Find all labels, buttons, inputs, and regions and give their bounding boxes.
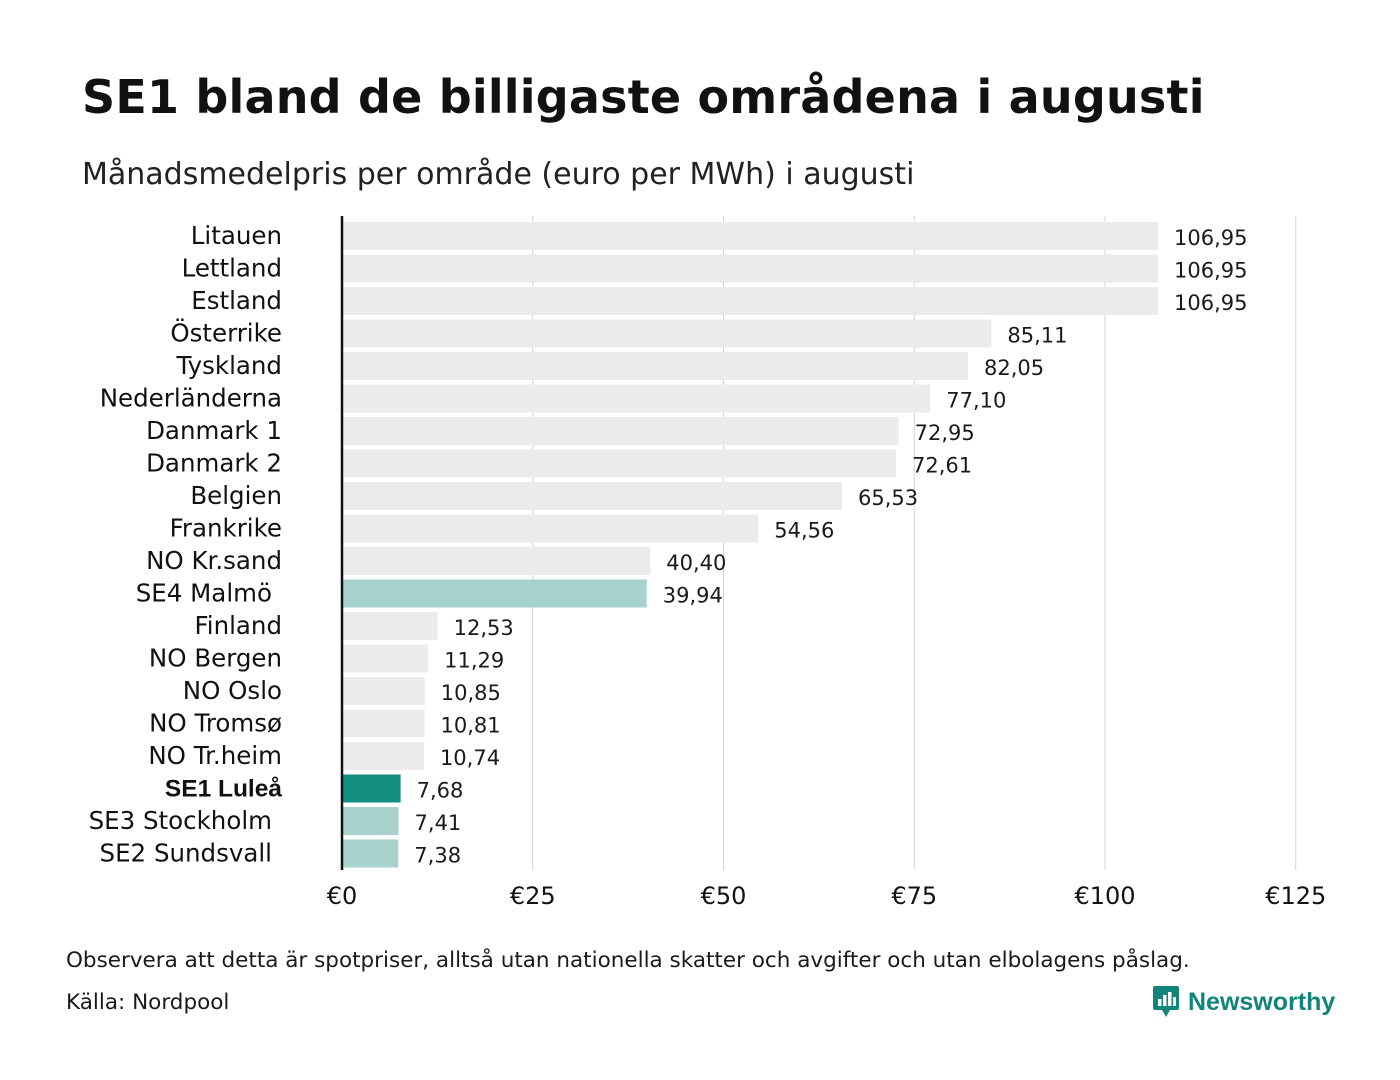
bar bbox=[342, 254, 1159, 283]
bar bbox=[342, 709, 425, 738]
x-tick-label: €75 bbox=[891, 882, 937, 910]
x-tick-label: €0 bbox=[327, 882, 358, 910]
area-name: Sundsvall bbox=[154, 839, 272, 868]
value-label: 11,29 bbox=[444, 649, 504, 673]
bar bbox=[342, 352, 969, 380]
newsworthy-logo: Newsworthy bbox=[1152, 984, 1335, 1020]
category-label: SE4 Malmö bbox=[136, 579, 272, 608]
category-label: Belgien bbox=[190, 481, 282, 510]
value-label: 65,53 bbox=[858, 486, 918, 510]
category-label: NO Bergen bbox=[149, 644, 282, 673]
bar bbox=[342, 612, 438, 640]
area-code: SE3 bbox=[89, 806, 143, 835]
category-label: SE2 Sundsvall bbox=[100, 839, 272, 868]
category-label: Finland bbox=[194, 611, 282, 640]
logo-text: Newsworthy bbox=[1188, 987, 1336, 1016]
bar bbox=[342, 482, 842, 510]
bar bbox=[342, 384, 931, 413]
value-label: 77,10 bbox=[946, 389, 1006, 413]
area-name: Stockholm bbox=[143, 806, 272, 835]
bar bbox=[342, 287, 1159, 315]
value-label: 10,85 bbox=[441, 681, 501, 705]
category-label: NO Tr.heim bbox=[148, 741, 282, 770]
category-label: SE1 Luleå bbox=[165, 776, 282, 803]
bar bbox=[342, 839, 399, 868]
value-label: 40,40 bbox=[666, 551, 726, 575]
category-label: NO Tromsø bbox=[149, 709, 282, 738]
bar bbox=[342, 222, 1159, 250]
bar bbox=[342, 449, 897, 478]
chart-subtitle: Månadsmedelpris per område (euro per MWh… bbox=[82, 157, 915, 192]
newsworthy-chart-bubble-icon bbox=[1153, 986, 1179, 1017]
chart-title: SE1 bland de billigaste områdena i augus… bbox=[82, 70, 1205, 124]
x-tick-label: €50 bbox=[701, 882, 747, 910]
category-label: Estland bbox=[191, 286, 282, 315]
bar bbox=[342, 677, 425, 705]
category-label: Lettland bbox=[182, 254, 282, 283]
category-label: Danmark 2 bbox=[146, 449, 282, 478]
bar bbox=[342, 742, 424, 770]
bar bbox=[342, 774, 401, 803]
value-label: 7,68 bbox=[417, 779, 464, 803]
value-label: 10,81 bbox=[440, 714, 500, 738]
category-label: Danmark 1 bbox=[146, 416, 282, 445]
category-label: Österrike bbox=[170, 319, 282, 348]
value-label: 39,94 bbox=[663, 584, 723, 608]
category-label: Litauen bbox=[191, 221, 282, 250]
value-label: 82,05 bbox=[984, 356, 1044, 380]
category-label: Tyskland bbox=[175, 351, 282, 380]
value-label: 10,74 bbox=[440, 746, 500, 770]
x-tick-label: €125 bbox=[1265, 882, 1326, 910]
area-code: SE4 bbox=[136, 579, 190, 608]
value-label: 106,95 bbox=[1174, 259, 1247, 283]
value-label: 12,53 bbox=[454, 616, 514, 640]
value-label: 72,61 bbox=[912, 454, 972, 478]
value-label: 72,95 bbox=[915, 421, 975, 445]
value-label: 54,56 bbox=[774, 519, 834, 543]
footnote: Observera att detta är spotpriser, allts… bbox=[66, 948, 1190, 973]
bar bbox=[342, 644, 429, 673]
bar bbox=[342, 417, 899, 445]
value-label: 106,95 bbox=[1174, 226, 1247, 250]
x-tick-label: €100 bbox=[1074, 882, 1135, 910]
category-label: NO Kr.sand bbox=[146, 546, 282, 575]
category-label: Nederländerna bbox=[100, 384, 282, 413]
value-label: 7,41 bbox=[415, 811, 462, 835]
value-label: 85,11 bbox=[1007, 324, 1067, 348]
bar bbox=[342, 579, 647, 608]
value-label: 106,95 bbox=[1174, 291, 1247, 315]
bar bbox=[342, 514, 759, 543]
bar bbox=[342, 319, 992, 348]
source-label: Källa: Nordpool bbox=[66, 990, 230, 1015]
bar bbox=[342, 807, 399, 835]
area-name: Malmö bbox=[190, 579, 272, 608]
bar bbox=[342, 547, 651, 575]
area-code: SE2 bbox=[100, 839, 154, 868]
value-label: 7,38 bbox=[414, 844, 461, 868]
x-tick-label: €25 bbox=[510, 882, 556, 910]
category-label: SE3 Stockholm bbox=[89, 806, 272, 835]
category-label: NO Oslo bbox=[183, 676, 282, 705]
category-label: Frankrike bbox=[170, 514, 282, 543]
